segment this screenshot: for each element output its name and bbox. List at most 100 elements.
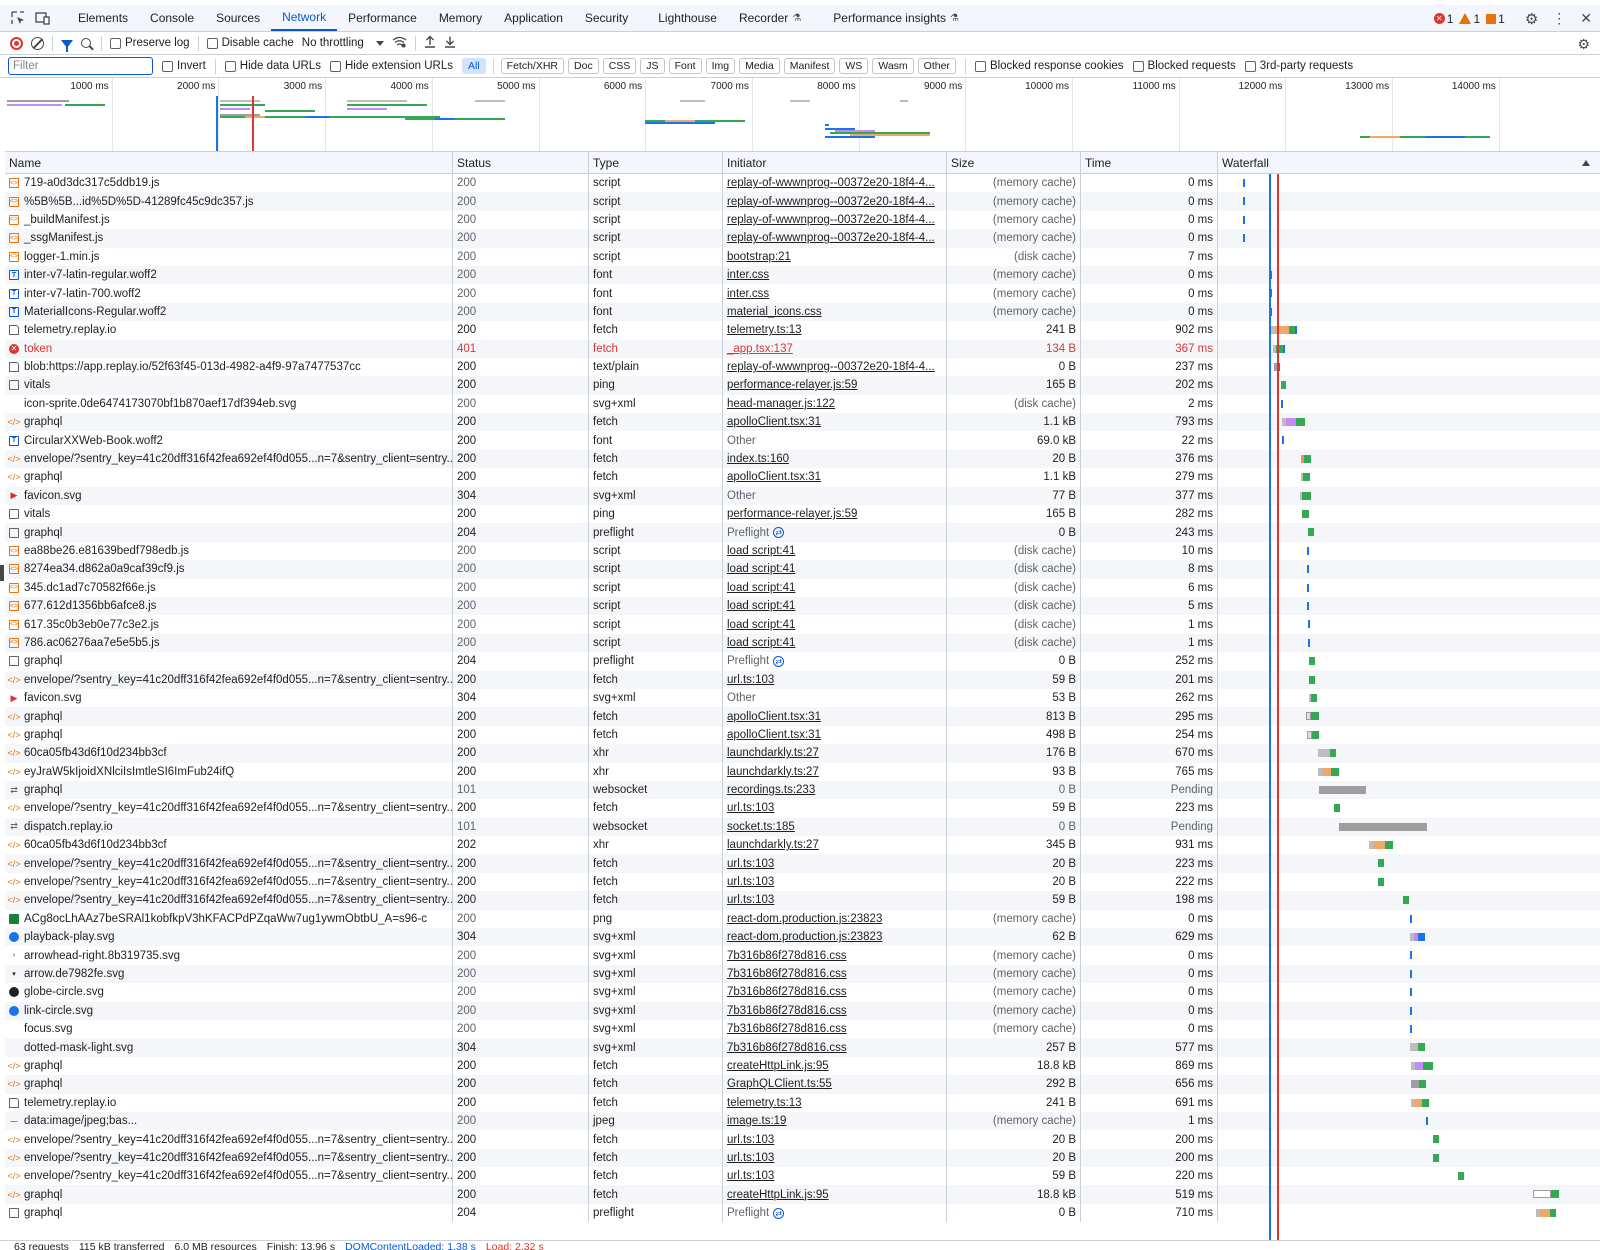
request-name-cell[interactable]: telemetry.replay.io	[5, 1093, 453, 1112]
request-row[interactable]: </> envelope/?sentry_key=41c20dff316f42fe…	[5, 449, 1600, 469]
request-row[interactable]: </> envelope/?sentry_key=41c20dff316f42fe…	[5, 670, 1600, 689]
type-filter-media[interactable]: Media	[739, 58, 780, 74]
request-name-cell[interactable]: globe-circle.svg	[5, 983, 453, 1002]
request-row[interactable]: <> 719-a0d3dc317c5ddb19.js 200 script replay…	[5, 174, 1600, 193]
request-name-cell[interactable]: <> logger-1.min.js	[5, 247, 453, 266]
initiator-link[interactable]: createHttpLink.js:95	[727, 1059, 829, 1072]
request-name-cell[interactable]: <> 617.35c0b3eb0e77c3e2.js	[5, 615, 453, 634]
request-name-cell[interactable]: <> 719-a0d3dc317c5ddb19.js	[5, 174, 453, 193]
initiator-link[interactable]: url.ts:103	[727, 1170, 775, 1183]
network-conditions-icon[interactable]	[392, 36, 407, 51]
initiator-link[interactable]: react-dom.production.js:23823	[727, 912, 883, 925]
request-name-cell[interactable]: graphql	[5, 1203, 453, 1223]
initiator-link[interactable]: socket.ts:185	[727, 820, 795, 833]
tab-performance-insights[interactable]: Performance insights ⚗	[822, 5, 970, 31]
request-row[interactable]: ▶ favicon.svg 304 svg+xml Other 77 B 377 ms	[5, 486, 1600, 506]
request-name-cell[interactable]: </> graphql	[5, 1075, 453, 1094]
tab-elements[interactable]: Elements	[67, 5, 139, 31]
request-row[interactable]: ACg8ocLhAAz7beSRAl1kobfkpV3hKFACPdPZqaWw…	[5, 909, 1600, 929]
initiator-link[interactable]: material_icons.css	[727, 305, 822, 318]
request-row[interactable]: playback-play.svg 304 svg+xml react-dom.pro…	[5, 928, 1600, 947]
request-name-cell[interactable]: link-circle.svg	[5, 1001, 453, 1020]
request-row[interactable]: vitals 200 ping performance-relayer.js:59 16…	[5, 505, 1600, 524]
request-name-cell[interactable]: <> 345.dc1ad7c70582f66e.js	[5, 578, 453, 597]
request-name-cell[interactable]: <> 677.612d1356bb6afce8.js	[5, 596, 453, 616]
issue-count[interactable]: 1	[1486, 12, 1505, 26]
network-settings-gear-icon[interactable]: ⚙	[1577, 36, 1590, 52]
request-name-cell[interactable]: playback-play.svg	[5, 928, 453, 947]
request-row[interactable]: </> graphql 200 fetch createHttpLink.js:95 18…	[5, 1056, 1600, 1076]
request-row[interactable]: <> _ssgManifest.js 200 script replay-of-wwwn…	[5, 229, 1600, 248]
initiator-link[interactable]: bootstrap:21	[727, 250, 791, 263]
request-row[interactable]: <> ea88be26.e81639bedf798edb.js 200 script l…	[5, 541, 1600, 561]
request-row[interactable]: </> 60ca05fb43d6f10d234bb3cf 202 xhr launchd…	[5, 836, 1600, 855]
preserve-log-checkbox[interactable]: Preserve log	[110, 37, 190, 49]
initiator-link[interactable]: launchdarkly.ts:27	[727, 765, 819, 778]
initiator-link[interactable]: 7b316b86f278d816.css	[727, 1004, 847, 1017]
request-row[interactable]: <> 345.dc1ad7c70582f66e.js 200 script load s…	[5, 578, 1600, 597]
close-devtools-icon[interactable]: ✕	[1580, 10, 1592, 26]
inspect-element-icon[interactable]	[5, 5, 30, 31]
column-header-initiator[interactable]: Initiator	[723, 152, 947, 173]
request-name-cell[interactable]: <> 786.ac06276aa7e5e5b5.js	[5, 633, 453, 653]
request-row[interactable]: blob:https://app.replay.io/52f63f45-013d…	[5, 357, 1600, 377]
request-name-cell[interactable]: <> _ssgManifest.js	[5, 229, 453, 248]
type-filter-css[interactable]: CSS	[602, 58, 637, 74]
more-options-icon[interactable]: ⋮	[1552, 10, 1567, 26]
tab-network[interactable]: Network	[271, 5, 338, 31]
type-filter-all[interactable]: All	[461, 58, 486, 74]
request-row[interactable]: ✕ token 401 fetch _app.tsx:137 134 B 367 ms	[5, 339, 1600, 358]
type-filter-fetch-xhr[interactable]: Fetch/XHR	[500, 58, 565, 74]
request-name-cell[interactable]: dotted-mask-light.svg	[5, 1038, 453, 1057]
invert-checkbox[interactable]: Invert	[162, 60, 206, 72]
tab-memory[interactable]: Memory	[428, 5, 493, 31]
blocked-requests-checkbox[interactable]: Blocked requests	[1132, 60, 1236, 72]
tab-security[interactable]: Security	[574, 5, 639, 31]
request-row[interactable]: <> 617.35c0b3eb0e77c3e2.js 200 script load s…	[5, 615, 1600, 634]
request-row[interactable]: graphql 204 preflight Preflight ⇄ 0 B 243 ms	[5, 523, 1600, 542]
request-row[interactable]: graphql 204 preflight Preflight ⇄ 0 B 252 ms	[5, 652, 1600, 671]
initiator-link[interactable]: url.ts:103	[727, 1151, 775, 1164]
request-row[interactable]: <> 8274ea34.d862a0a9caf39cf9.js 200 script l…	[5, 560, 1600, 579]
request-row[interactable]: <> %5B%5B...id%5D%5D-41289fc45c9dc357.js 2…	[5, 192, 1600, 211]
request-row[interactable]: <> logger-1.min.js 200 script bootstrap:21 (d…	[5, 247, 1600, 266]
initiator-link[interactable]: replay-of-wwwnprog--00372e20-18f4-4...	[727, 195, 935, 208]
type-filter-other[interactable]: Other	[917, 58, 956, 74]
request-name-cell[interactable]: T CircularXXWeb-Book.woff2	[5, 431, 453, 450]
initiator-link[interactable]: url.ts:103	[727, 894, 775, 907]
initiator-link[interactable]: url.ts:103	[727, 1133, 775, 1146]
filter-funnel-icon[interactable]	[61, 40, 73, 52]
request-name-cell[interactable]: <> _buildManifest.js	[5, 210, 453, 230]
hide-data-urls-checkbox[interactable]: Hide data URLs	[224, 60, 321, 72]
initiator-link[interactable]: replay-of-wwwnprog--00372e20-18f4-4...	[727, 361, 935, 374]
initiator-link[interactable]: load script:41	[727, 600, 796, 613]
request-row[interactable]: </> graphql 200 fetch apolloClient.tsx:31 1.1…	[5, 468, 1600, 487]
request-name-cell[interactable]: ▶ favicon.svg	[5, 486, 453, 506]
request-row[interactable]: </> 60ca05fb43d6f10d234bb3cf 200 xhr launchd…	[5, 744, 1600, 763]
request-row[interactable]: </> envelope/?sentry_key=41c20dff316f42fe…	[5, 854, 1600, 873]
column-header-size[interactable]: Size	[947, 152, 1081, 173]
request-name-cell[interactable]: ⇄ dispatch.replay.io	[5, 817, 453, 837]
request-row[interactable]: </> graphql 200 fetch apolloClient.tsx:31 813…	[5, 707, 1600, 726]
request-row[interactable]: dotted-mask-light.svg 304 svg+xml 7b316b86f…	[5, 1038, 1600, 1057]
request-name-cell[interactable]: graphql	[5, 652, 453, 671]
request-name-cell[interactable]: </> 60ca05fb43d6f10d234bb3cf	[5, 836, 453, 855]
request-name-cell[interactable]: blob:https://app.replay.io/52f63f45-013d…	[5, 357, 453, 377]
initiator-link[interactable]: apolloClient.tsx:31	[727, 416, 821, 429]
type-filter-manifest[interactable]: Manifest	[783, 58, 836, 74]
request-name-cell[interactable]: </> envelope/?sentry_key=41c20dff316f42fe…	[5, 799, 453, 818]
initiator-link[interactable]: load script:41	[727, 563, 796, 576]
clear-icon[interactable]	[31, 36, 44, 50]
request-row[interactable]: </> envelope/?sentry_key=41c20dff316f42fe…	[5, 1148, 1600, 1168]
checkbox-box[interactable]	[329, 60, 341, 72]
request-name-cell[interactable]: </> graphql	[5, 468, 453, 487]
request-row[interactable]: graphql 204 preflight Preflight ⇄ 0 B 710 ms	[5, 1203, 1600, 1223]
record-stop-icon[interactable]	[10, 36, 23, 50]
initiator-link[interactable]: 7b316b86f278d816.css	[727, 949, 847, 962]
initiator-link[interactable]: apolloClient.tsx:31	[727, 471, 821, 484]
preflight-link-icon[interactable]: ⇄	[773, 655, 785, 667]
filter-input[interactable]	[8, 57, 153, 75]
initiator-link[interactable]: performance-relayer.js:59	[727, 379, 858, 392]
request-row[interactable]: ⇄ graphql 101 websocket recordings.ts:233 0 B…	[5, 780, 1600, 800]
